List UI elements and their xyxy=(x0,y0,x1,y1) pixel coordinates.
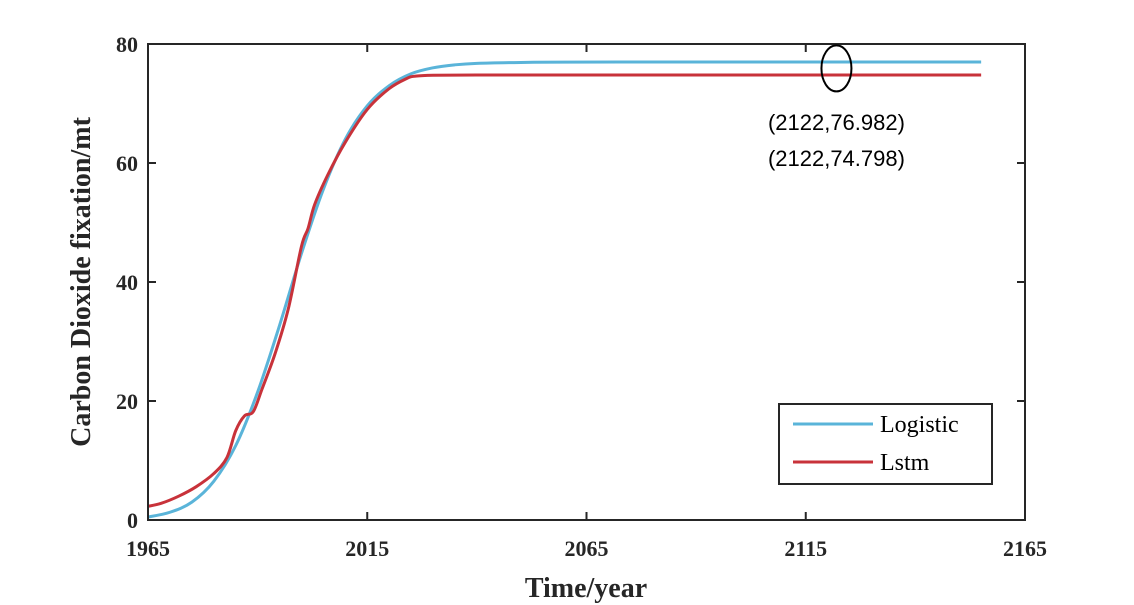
x-tick-label: 2165 xyxy=(1003,536,1047,561)
series-line-lstm xyxy=(147,73,982,508)
legend-box xyxy=(778,403,993,485)
plot-frame xyxy=(147,43,1026,521)
x-axis-title: Time/year xyxy=(525,573,647,604)
y-tick-label: 0 xyxy=(127,508,138,533)
x-tick-label: 2065 xyxy=(565,536,609,561)
series-line-logistic xyxy=(147,60,982,519)
y-tick-label: 40 xyxy=(116,270,138,295)
legend-label-logistic: Logistic xyxy=(880,412,959,438)
x-tick-label: 2115 xyxy=(784,536,827,561)
annotation-layer: (2122,76.982) (2122,74.798) xyxy=(768,44,905,171)
series-layer xyxy=(147,60,982,519)
y-tick-label: 60 xyxy=(116,151,138,176)
legend-label-lstm: Lstm xyxy=(880,450,930,476)
x-tick-label: 1965 xyxy=(126,536,170,561)
x-tick-label: 2015 xyxy=(345,536,389,561)
highlight-ellipse xyxy=(820,44,853,93)
y-tick-label: 80 xyxy=(116,32,138,57)
legend: Logistic Lstm xyxy=(778,403,993,485)
annotation-label: (2122,74.798) xyxy=(768,146,905,171)
y-tick-label: 20 xyxy=(116,389,138,414)
annotation-label: (2122,76.982) xyxy=(768,110,905,135)
y-axis-title: Carbon Dioxide fixation/mt xyxy=(66,116,97,446)
